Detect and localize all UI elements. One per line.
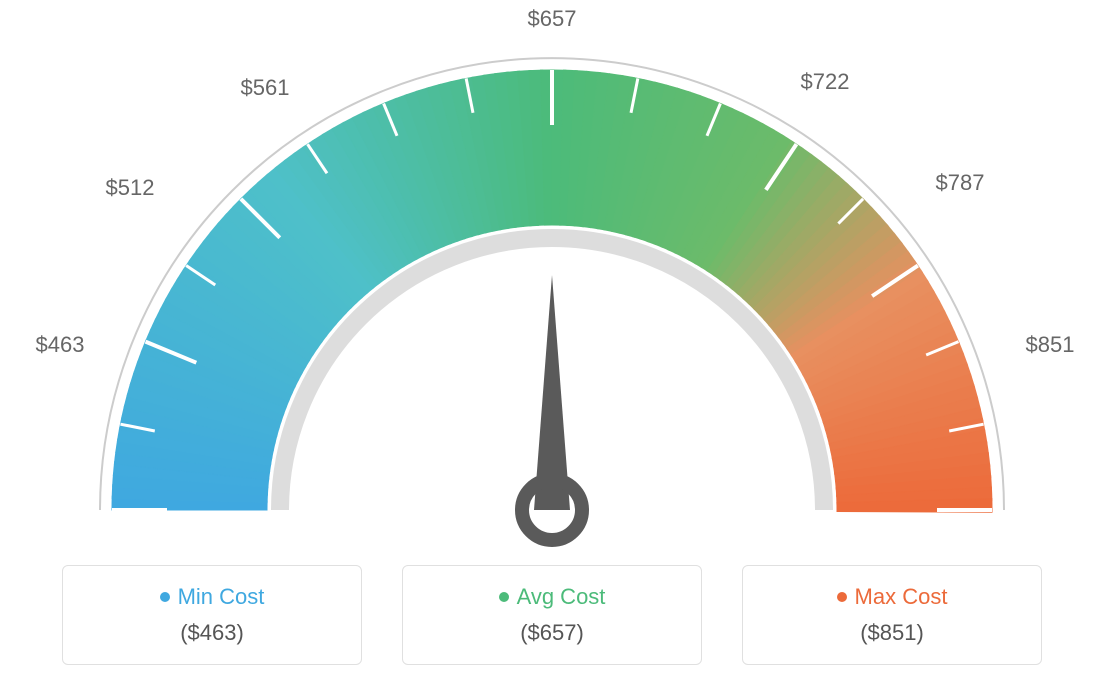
- legend-max-value: ($851): [773, 620, 1011, 646]
- legend-avg-box: Avg Cost ($657): [402, 565, 702, 665]
- dot-icon: [160, 592, 170, 602]
- gauge-tick-label: $561: [241, 75, 290, 101]
- legend-min-text: Min Cost: [178, 584, 265, 610]
- legend-min-box: Min Cost ($463): [62, 565, 362, 665]
- gauge-tick-label: $851: [1026, 332, 1075, 358]
- gauge-tick-label: $463: [36, 332, 85, 358]
- legend-max-text: Max Cost: [855, 584, 948, 610]
- legend-avg-label: Avg Cost: [433, 584, 671, 610]
- gauge-tick-label: $787: [936, 170, 985, 196]
- legend-avg-value: ($657): [433, 620, 671, 646]
- dot-icon: [837, 592, 847, 602]
- gauge-tick-label: $512: [106, 175, 155, 201]
- legend-container: Min Cost ($463) Avg Cost ($657) Max Cost…: [0, 565, 1104, 665]
- gauge-tick-label: $657: [528, 6, 577, 32]
- gauge-tick-label: $722: [801, 69, 850, 95]
- legend-max-box: Max Cost ($851): [742, 565, 1042, 665]
- legend-avg-text: Avg Cost: [517, 584, 606, 610]
- cost-gauge-chart: $463 $512 $561 $657 $722 $787 $851: [0, 0, 1104, 560]
- dot-icon: [499, 592, 509, 602]
- legend-max-label: Max Cost: [773, 584, 1011, 610]
- legend-min-label: Min Cost: [93, 584, 331, 610]
- legend-min-value: ($463): [93, 620, 331, 646]
- gauge-svg: [0, 0, 1104, 560]
